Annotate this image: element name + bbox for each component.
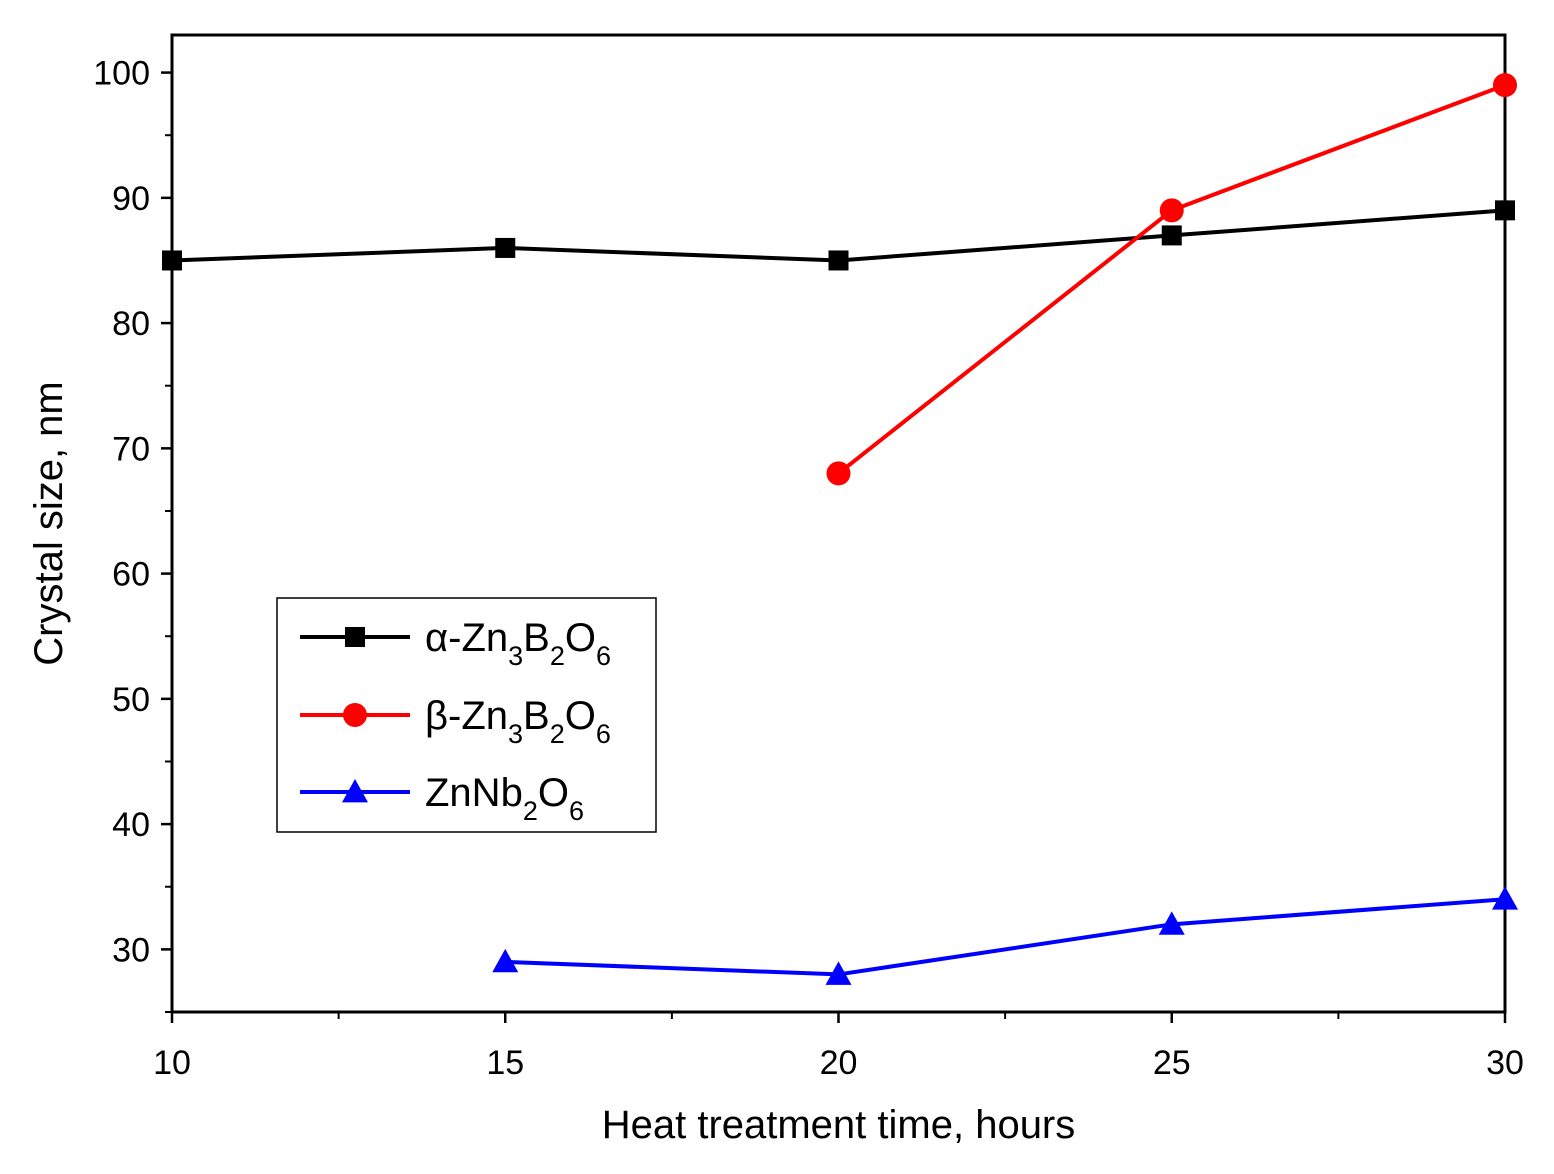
legend-text-part: O xyxy=(565,616,596,660)
data-point xyxy=(1158,911,1185,935)
x-tick-label: 30 xyxy=(1486,1044,1524,1082)
y-tick-label: 40 xyxy=(112,806,150,844)
data-point xyxy=(495,237,516,258)
legend-subscript: 2 xyxy=(550,641,565,671)
y-tick-label: 90 xyxy=(112,180,150,218)
data-point xyxy=(1493,73,1517,98)
series-line xyxy=(505,897,1506,977)
legend-subscript: 2 xyxy=(523,796,538,826)
data-point xyxy=(1492,886,1518,910)
legend-text-part: O xyxy=(565,694,596,738)
legend-subscript: 6 xyxy=(569,796,584,826)
legend-subscript: 6 xyxy=(596,641,611,671)
y-tick-label: 80 xyxy=(112,305,150,343)
y-axis: 30 40 50 60 70 80 90 100 xyxy=(93,55,172,1013)
series-2 xyxy=(492,886,1518,985)
legend-label: α-Zn3B2O6 xyxy=(425,616,611,671)
legend-label: β-Zn3B2O6 xyxy=(425,694,611,749)
data-point xyxy=(1161,225,1182,246)
data-point xyxy=(825,961,852,985)
legend-label: ZnNb2O6 xyxy=(425,771,584,826)
legend-marker xyxy=(343,703,367,727)
y-tick-label: 50 xyxy=(112,681,150,719)
x-tick-label: 20 xyxy=(820,1044,858,1082)
legend-text-part: B xyxy=(523,694,550,738)
x-axis-title: Heat treatment time, hours xyxy=(602,1103,1076,1147)
legend-subscript: 2 xyxy=(550,719,565,749)
y-tick-label: 60 xyxy=(112,556,150,594)
plot-frame xyxy=(170,33,1507,1014)
data-point xyxy=(162,250,182,271)
legend-item: β-Zn3B2O6 xyxy=(300,694,611,749)
x-axis: 10 15 20 25 30 xyxy=(153,1012,1524,1082)
data-point xyxy=(492,948,519,973)
data-point xyxy=(1495,200,1515,221)
y-tick-label: 70 xyxy=(112,430,150,468)
legend-text-part: B xyxy=(523,616,550,660)
data-point xyxy=(1159,198,1184,223)
legend-text-part: ZnNb xyxy=(425,771,523,815)
legend-item: ZnNb2O6 xyxy=(300,771,584,826)
x-tick-label: 10 xyxy=(153,1044,191,1082)
data-point xyxy=(828,250,849,271)
legend-marker xyxy=(342,779,368,803)
legend-marker xyxy=(345,627,365,647)
y-tick-label: 100 xyxy=(93,55,150,93)
series-0 xyxy=(162,200,1515,271)
y-tick-label: 30 xyxy=(112,931,150,969)
axes xyxy=(170,33,1507,1014)
legend-subscript: 3 xyxy=(508,641,523,671)
legend-text-part: α-Zn xyxy=(425,616,508,660)
series-line xyxy=(837,83,1506,475)
y-axis-title: Crystal size, nm xyxy=(27,381,71,666)
x-tick-label: 25 xyxy=(1153,1044,1191,1082)
legend-text-part: β-Zn xyxy=(425,694,508,738)
x-tick-label: 15 xyxy=(486,1044,524,1082)
series-group xyxy=(162,73,1518,985)
series-1 xyxy=(826,73,1517,486)
legend-item: α-Zn3B2O6 xyxy=(300,616,611,671)
legend-subscript: 3 xyxy=(508,719,523,749)
legend-subscript: 6 xyxy=(596,719,611,749)
legend-text-part: O xyxy=(538,771,569,815)
data-point xyxy=(826,461,851,486)
